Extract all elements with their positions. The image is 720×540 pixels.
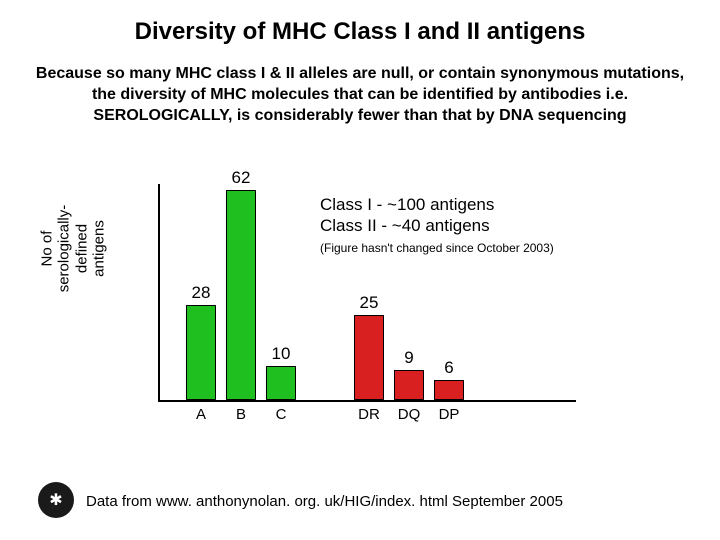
bar-value-A: 28 [180,283,222,303]
bar-value-DR: 25 [348,293,390,313]
bar-C [266,366,296,400]
x-label-C: C [260,406,302,423]
bar-chart: No of serologically-defined antigens 28A… [110,190,580,430]
x-label-A: A [180,406,222,423]
annotation-block: Class I - ~100 antigens Class II - ~40 a… [320,194,554,255]
x-label-DQ: DQ [388,406,430,423]
footer-text: Data from www. anthonynolan. org. uk/HIG… [86,493,563,510]
subtitle-text: Because so many MHC class I & II alleles… [0,46,720,126]
bar-A [186,305,216,400]
bar-value-C: 10 [260,344,302,364]
annotation-line-2: Class II - ~40 antigens [320,215,554,236]
bar-DQ [394,370,424,400]
bar-DR [354,315,384,400]
bar-value-B: 62 [220,168,262,188]
x-label-B: B [220,406,262,423]
axis-tick [158,184,160,190]
x-label-DR: DR [348,406,390,423]
logo-icon: ✱ [38,482,74,518]
bar-value-DP: 6 [428,358,470,378]
bar-DP [434,380,464,400]
y-axis-label: No of serologically-defined antigens [39,194,108,304]
page-title: Diversity of MHC Class I and II antigens [0,0,720,46]
annotation-line-1: Class I - ~100 antigens [320,194,554,215]
x-label-DP: DP [428,406,470,423]
axis-tick [570,400,576,402]
bar-B [226,190,256,400]
annotation-note: (Figure hasn't changed since October 200… [320,241,554,255]
bar-value-DQ: 9 [388,348,430,368]
